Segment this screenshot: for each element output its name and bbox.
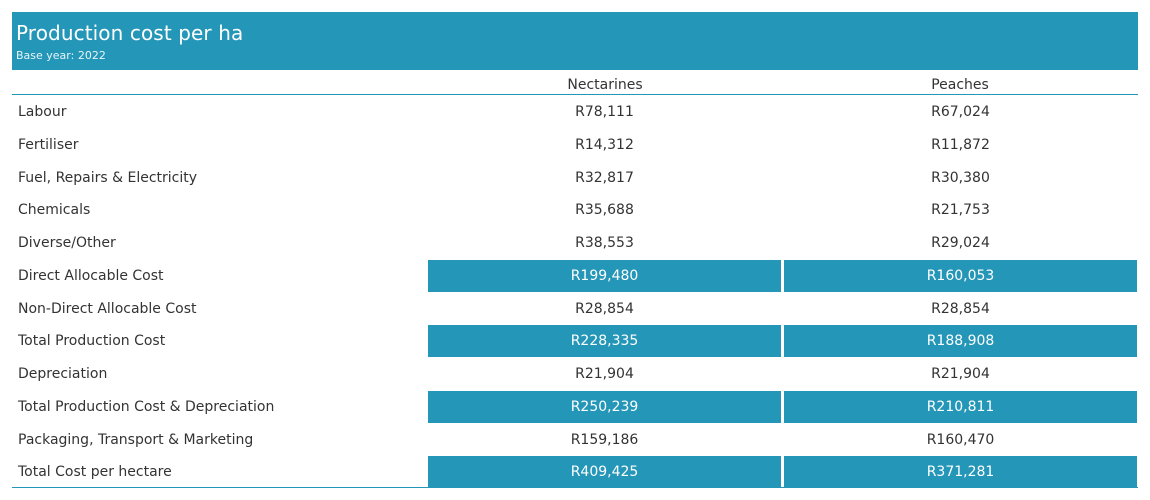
peaches-value: R29,024 xyxy=(931,235,990,251)
bottom-divider xyxy=(12,487,1138,488)
peaches-value: R21,753 xyxy=(931,202,990,218)
nectarines-value: R409,425 xyxy=(428,456,781,488)
header-divider xyxy=(12,94,1138,95)
row-label: Chemicals xyxy=(18,202,91,218)
nectarines-value: R35,688 xyxy=(575,202,634,218)
nectarines-value: R228,335 xyxy=(428,325,781,357)
table-row: Packaging, Transport & Marketing R159,186… xyxy=(12,424,1138,456)
peaches-value: R21,904 xyxy=(931,366,990,382)
peaches-value: R28,854 xyxy=(931,301,990,317)
table-row: Direct Allocable Cost R199,480 R160,053 xyxy=(12,260,1138,292)
title-banner: Production cost per ha Base year: 2022 xyxy=(12,12,1138,70)
nectarines-value: R78,111 xyxy=(575,104,634,120)
peaches-value: R30,380 xyxy=(931,170,990,186)
row-label: Packaging, Transport & Marketing xyxy=(18,432,254,448)
nectarines-value: R159,186 xyxy=(570,432,639,448)
nectarines-value: R199,480 xyxy=(428,260,781,292)
peaches-value: R371,281 xyxy=(784,456,1137,488)
table-row: Fertiliser R14,312 R11,872 xyxy=(12,129,1138,161)
row-label: Total Production Cost & Depreciation xyxy=(18,399,275,415)
peaches-value: R188,908 xyxy=(784,325,1137,357)
row-label: Fertiliser xyxy=(18,137,79,153)
page-title: Production cost per ha xyxy=(16,21,244,45)
peaches-value: R160,053 xyxy=(784,260,1137,292)
table-row: Diverse/Other R38,553 R29,024 xyxy=(12,227,1138,259)
nectarines-value: R38,553 xyxy=(575,235,634,251)
row-label: Labour xyxy=(18,104,67,120)
table-row: Total Production Cost R228,335 R188,908 xyxy=(12,325,1138,357)
nectarines-value: R14,312 xyxy=(575,137,634,153)
nectarines-value: R250,239 xyxy=(428,391,781,423)
row-label: Non-Direct Allocable Cost xyxy=(18,301,197,317)
peaches-value: R160,470 xyxy=(926,432,995,448)
table-row: Depreciation R21,904 R21,904 xyxy=(12,358,1138,390)
row-label: Fuel, Repairs & Electricity xyxy=(18,170,198,186)
table-row: Non-Direct Allocable Cost R28,854 R28,854 xyxy=(12,293,1138,325)
nectarines-value: R28,854 xyxy=(575,301,634,317)
row-label: Diverse/Other xyxy=(18,235,116,251)
row-label: Direct Allocable Cost xyxy=(18,268,164,284)
row-label: Total Production Cost xyxy=(18,333,166,349)
row-label: Total Cost per hectare xyxy=(18,464,172,480)
column-header-peaches: Peaches xyxy=(931,77,989,93)
peaches-value: R11,872 xyxy=(931,137,990,153)
table-row: Total Cost per hectare R409,425 R371,281 xyxy=(12,456,1138,488)
peaches-value: R210,811 xyxy=(784,391,1137,423)
peaches-value: R67,024 xyxy=(931,104,990,120)
column-header-nectarines: Nectarines xyxy=(567,77,643,93)
row-label: Depreciation xyxy=(18,366,108,382)
nectarines-value: R21,904 xyxy=(575,366,634,382)
page-subtitle: Base year: 2022 xyxy=(16,49,106,62)
nectarines-value: R32,817 xyxy=(575,170,634,186)
table-row: Total Production Cost & Depreciation R250… xyxy=(12,391,1138,423)
table-row: Chemicals R35,688 R21,753 xyxy=(12,194,1138,226)
table-row: Fuel, Repairs & Electricity R32,817 R30,38… xyxy=(12,162,1138,194)
table-row: Labour R78,111 R67,024 xyxy=(12,96,1138,128)
